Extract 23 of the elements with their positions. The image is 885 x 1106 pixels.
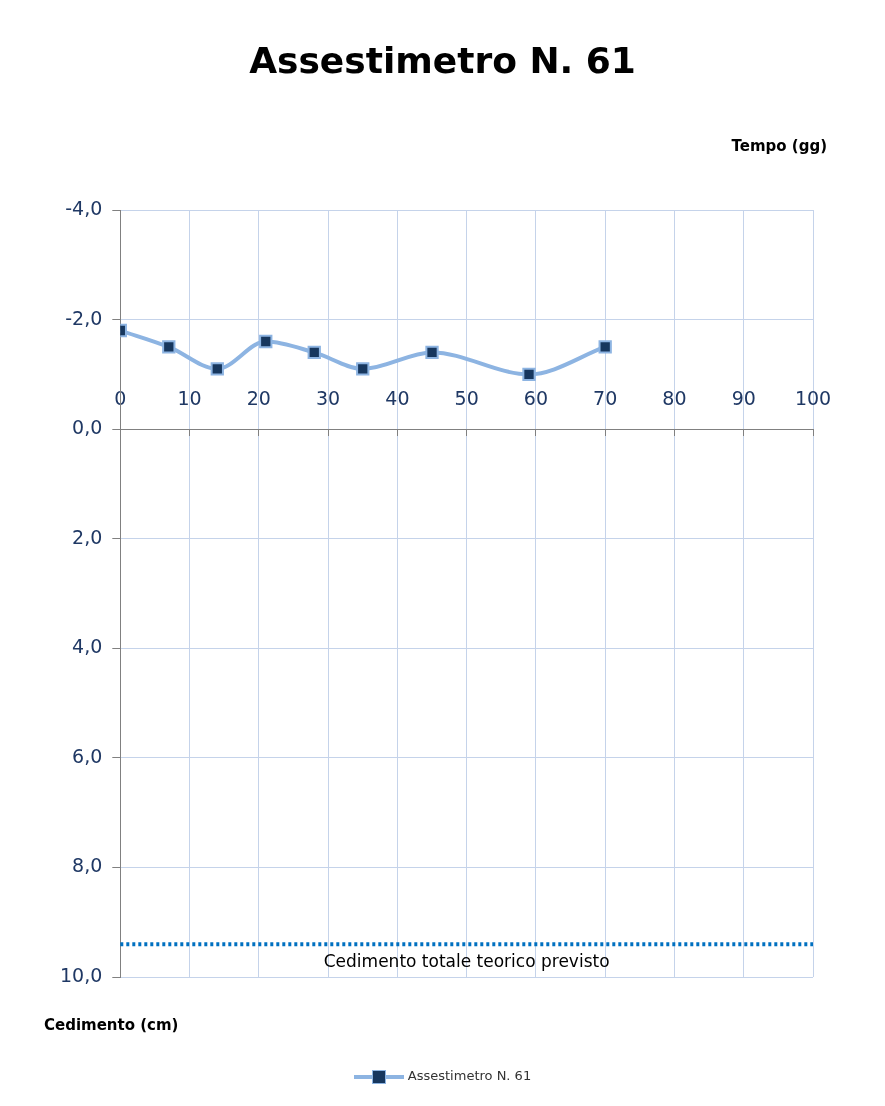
ref-line-label: Cedimento totale teorico previsto [323,951,610,972]
y-tick-label: 0,0 [72,416,103,439]
y-axis-title: Cedimento (cm) [44,1016,179,1034]
x-tick-label: 20 [246,387,271,410]
x-tick-label: 90 [731,387,756,410]
x-tick-label: 30 [316,387,341,410]
x-tick-label: 10 [177,387,202,410]
x-tick-label: 40 [385,387,410,410]
x-tick-label: 80 [662,387,687,410]
y-tick-label: 8,0 [72,854,103,877]
legend-label: Assestimetro N. 61 [407,1068,532,1083]
y-tick-label: -2,0 [65,306,103,329]
x-tick-label: 50 [454,387,479,410]
x-tick-label: 70 [593,387,618,410]
x-tick-label: 60 [523,387,549,410]
chart-title: Assestimetro N. 61 [248,40,637,81]
y-tick-label: 6,0 [72,744,103,767]
y-tick-label: 2,0 [72,525,103,548]
y-tick-label: 10,0 [59,963,103,986]
x-tick-label: 100 [794,387,832,410]
y-tick-label: 4,0 [72,635,103,658]
y-tick-label: -4,0 [65,196,103,219]
x-axis-title: Tempo (gg) [731,137,827,155]
